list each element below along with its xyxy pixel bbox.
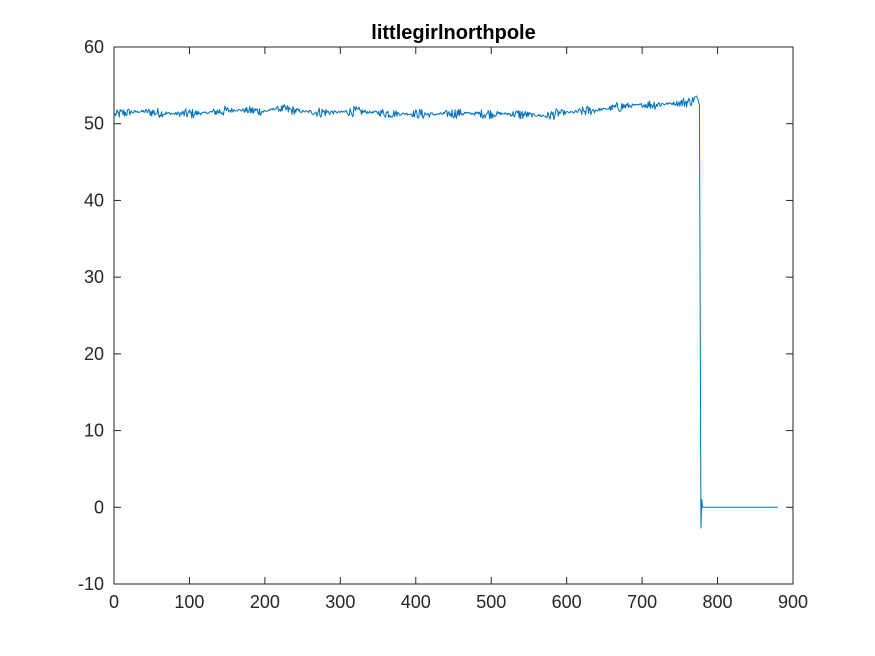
x-tick-label: 400 bbox=[401, 592, 431, 612]
y-tick-label: 10 bbox=[84, 421, 104, 441]
y-tick-label: 40 bbox=[84, 190, 104, 210]
x-tick-label: 0 bbox=[109, 592, 119, 612]
y-tick-label: 30 bbox=[84, 267, 104, 287]
x-tick-label: 100 bbox=[174, 592, 204, 612]
y-tick-label: 50 bbox=[84, 114, 104, 134]
y-tick-label: -10 bbox=[78, 574, 104, 594]
x-tick-label: 700 bbox=[627, 592, 657, 612]
x-axis: 0 100 200 300 400 500 600 700 800 900 bbox=[109, 47, 808, 612]
y-tick-label: 0 bbox=[94, 497, 104, 517]
y-tick-label: 60 bbox=[84, 37, 104, 57]
y-axis: -10 0 10 20 30 40 50 60 bbox=[78, 37, 793, 594]
x-tick-label: 600 bbox=[552, 592, 582, 612]
series-layer bbox=[114, 95, 778, 529]
x-tick-label: 200 bbox=[250, 592, 280, 612]
series-line-0 bbox=[114, 95, 778, 529]
x-tick-label: 900 bbox=[778, 592, 808, 612]
plot-area bbox=[114, 47, 793, 584]
axes-box bbox=[113, 46, 794, 585]
x-tick-label: 500 bbox=[476, 592, 506, 612]
y-tick-label: 20 bbox=[84, 344, 104, 364]
chart-title: littlegirlnorthpole bbox=[371, 22, 535, 44]
x-tick-label: 300 bbox=[325, 592, 355, 612]
x-tick-label: 800 bbox=[703, 592, 733, 612]
